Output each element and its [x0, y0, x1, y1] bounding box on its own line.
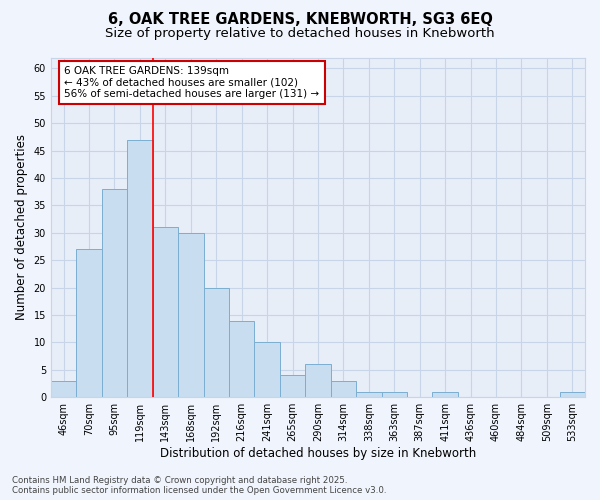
Bar	[433, 392, 458, 397]
Bar	[356, 392, 382, 397]
Bar	[382, 392, 407, 397]
Bar	[280, 376, 305, 397]
Bar	[178, 233, 203, 397]
Bar	[254, 342, 280, 397]
Text: Size of property relative to detached houses in Knebworth: Size of property relative to detached ho…	[105, 28, 495, 40]
Text: 6 OAK TREE GARDENS: 139sqm
← 43% of detached houses are smaller (102)
56% of sem: 6 OAK TREE GARDENS: 139sqm ← 43% of deta…	[64, 66, 319, 99]
Bar	[305, 364, 331, 397]
Bar	[152, 228, 178, 397]
Text: Contains HM Land Registry data © Crown copyright and database right 2025.
Contai: Contains HM Land Registry data © Crown c…	[12, 476, 386, 495]
Bar	[127, 140, 152, 397]
Text: 6, OAK TREE GARDENS, KNEBWORTH, SG3 6EQ: 6, OAK TREE GARDENS, KNEBWORTH, SG3 6EQ	[107, 12, 493, 28]
Bar	[102, 189, 127, 397]
X-axis label: Distribution of detached houses by size in Knebworth: Distribution of detached houses by size …	[160, 447, 476, 460]
Bar	[331, 381, 356, 397]
Y-axis label: Number of detached properties: Number of detached properties	[15, 134, 28, 320]
Bar	[51, 381, 76, 397]
Bar	[560, 392, 585, 397]
Bar	[203, 288, 229, 397]
Bar	[229, 320, 254, 397]
Bar	[76, 250, 102, 397]
